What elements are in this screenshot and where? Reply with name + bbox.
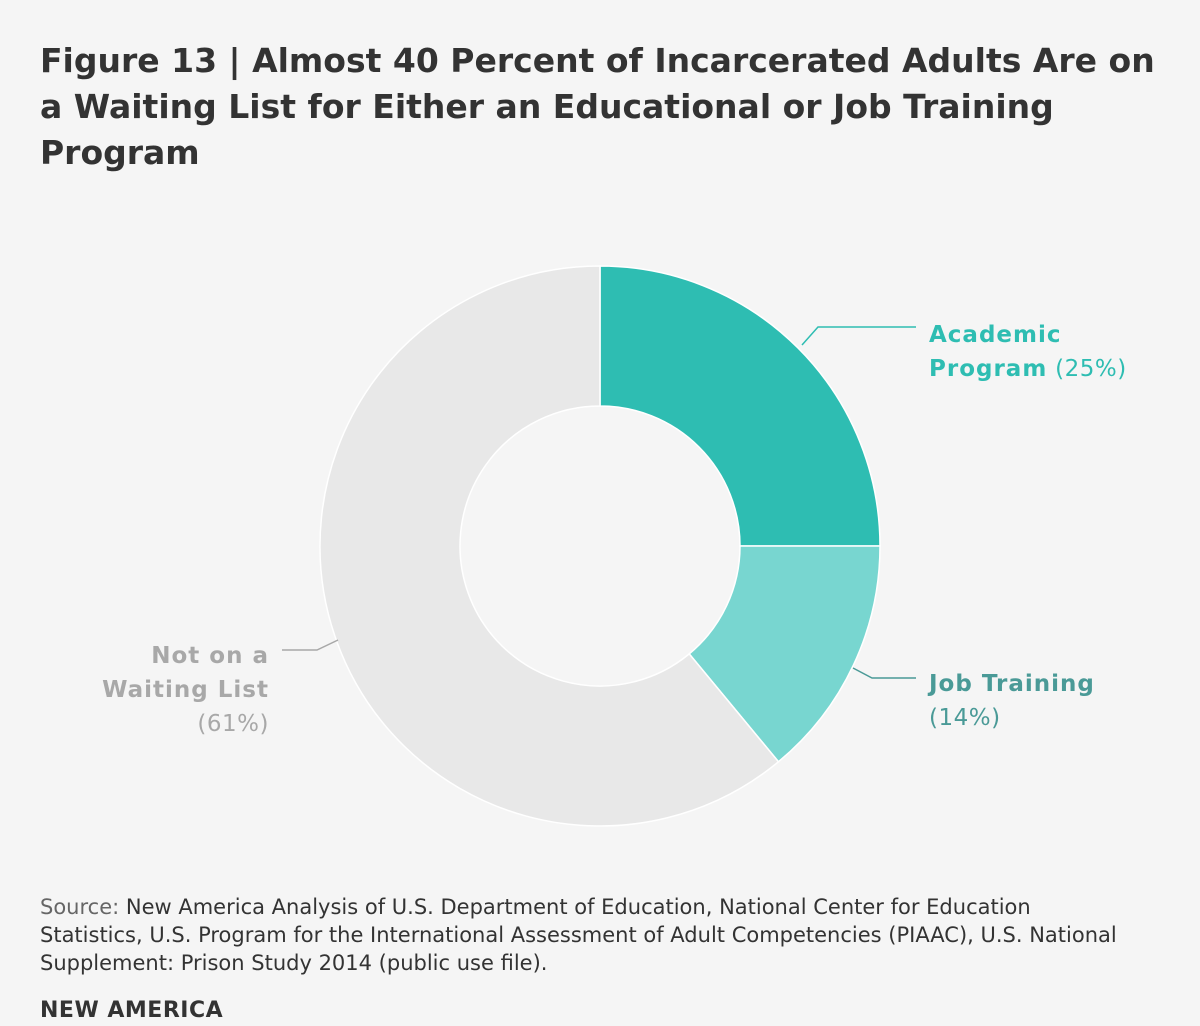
leader-lines — [282, 326, 916, 679]
label-line-not-on-a-waiting-list-2: Waiting List — [102, 677, 269, 703]
chart-title: Figure 13 | Almost 40 Percent of Incarce… — [40, 41, 1155, 172]
slice-job-training — [688, 545, 881, 763]
label-not-on-a-waiting-list: Not on a Waiting List (61%) — [102, 643, 269, 737]
pct-academic-program: (25%) — [1047, 356, 1126, 382]
label-line-academic-program-1: Academic — [929, 322, 1062, 348]
slice-academic-program — [599, 265, 881, 547]
slice-not-on-a-waiting-list — [319, 265, 780, 827]
pct-not-on-a-waiting-list: (61%) — [197, 711, 269, 737]
label-job-training: Job Training (14%) — [927, 671, 1095, 731]
label-line-job-training-1: Job Training — [927, 671, 1095, 697]
slice-labels: Academic Program (25%) Job Training (14%) No… — [102, 322, 1127, 737]
brand-logo: NEW AMERICA — [40, 998, 224, 1023]
pct-job-training: (14%) — [929, 705, 1001, 731]
label-line-academic-program-2: Program — [929, 356, 1047, 382]
source-note: Source: New America Analysis of U.S. Dep… — [40, 893, 1140, 977]
leader-line-academic-program — [801, 326, 916, 346]
source-text: New America Analysis of U.S. Department … — [40, 895, 1117, 975]
source-label: Source: — [40, 895, 120, 919]
leader-line-not-on-a-waiting-list — [282, 639, 339, 651]
donut-slices — [319, 265, 881, 827]
label-line-not-on-a-waiting-list-1: Not on a — [151, 643, 269, 669]
label-academic-program: Academic Program (25%) — [929, 322, 1127, 382]
leader-line-job-training — [852, 667, 916, 679]
